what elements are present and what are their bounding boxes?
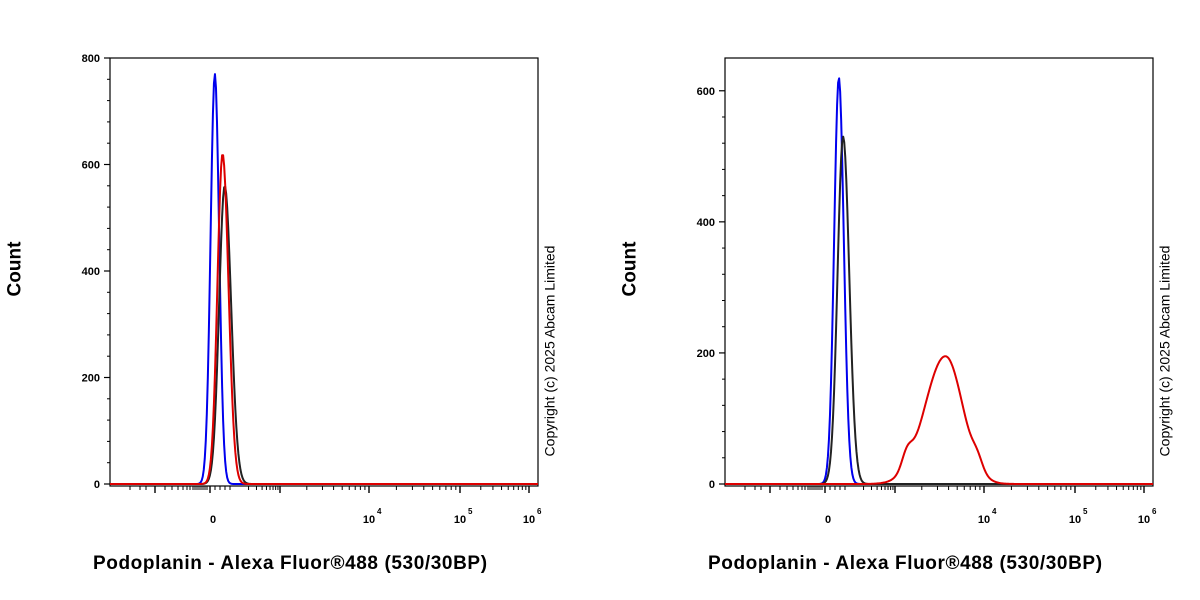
x-tick-label: 10 bbox=[454, 514, 466, 526]
x-tick-label: 0 bbox=[210, 514, 216, 526]
y-tick-label: 400 bbox=[82, 266, 100, 278]
x-tick-exponent: 5 bbox=[1083, 507, 1088, 516]
histogram-panel-left: 0 200 400 600 800 0 10 4 10 5 10 6 Count Podoplanin… bbox=[4, 53, 558, 574]
y-axis-label: Count bbox=[619, 241, 641, 297]
x-tick-exponent: 6 bbox=[1152, 507, 1157, 516]
y-tick-label: 200 bbox=[697, 348, 715, 360]
histogram-series-1 bbox=[725, 135, 1153, 485]
x-tick-label: 10 bbox=[1069, 514, 1081, 526]
histogram-series-2 bbox=[725, 355, 1153, 485]
x-tick-label: 10 bbox=[978, 514, 990, 526]
y-tick-label: 600 bbox=[82, 160, 100, 172]
copyright-text: Copyright (c) 2025 Abcam Limited bbox=[1156, 245, 1173, 457]
histogram-series-1 bbox=[110, 185, 538, 485]
x-axis-label: Podoplanin - Alexa Fluor®488 (530/30BP) bbox=[93, 553, 488, 574]
x-tick-label: 10 bbox=[363, 514, 375, 526]
plot-frame bbox=[724, 57, 1154, 487]
y-tick-label: 400 bbox=[697, 217, 715, 229]
y-axis-label: Count bbox=[4, 241, 26, 297]
y-tick-label: 800 bbox=[82, 53, 100, 65]
x-axis-label: Podoplanin - Alexa Fluor®488 (530/30BP) bbox=[708, 553, 1103, 574]
histogram-series-2 bbox=[110, 154, 538, 485]
y-tick-label: 0 bbox=[709, 479, 715, 491]
x-tick-exponent: 5 bbox=[468, 507, 473, 516]
y-tick-label: 600 bbox=[697, 86, 715, 98]
x-tick-label: 0 bbox=[825, 514, 831, 526]
x-tick-exponent: 4 bbox=[377, 507, 382, 516]
y-tick-label: 200 bbox=[82, 373, 100, 385]
x-tick-label: 10 bbox=[1138, 514, 1150, 526]
y-tick-label: 0 bbox=[94, 479, 100, 491]
histogram-series-0 bbox=[110, 73, 538, 485]
x-tick-label: 10 bbox=[523, 514, 535, 526]
histogram-series-0 bbox=[725, 77, 1153, 485]
histogram-panel-right: 0 200 400 600 0 10 4 10 5 10 6 Count Podoplanin - … bbox=[615, 0, 1200, 600]
plot-frame bbox=[109, 57, 539, 487]
x-tick-exponent: 4 bbox=[992, 507, 997, 516]
copyright-text: Copyright (c) 2025 Abcam Limited bbox=[541, 245, 558, 457]
x-tick-exponent: 6 bbox=[537, 507, 542, 516]
